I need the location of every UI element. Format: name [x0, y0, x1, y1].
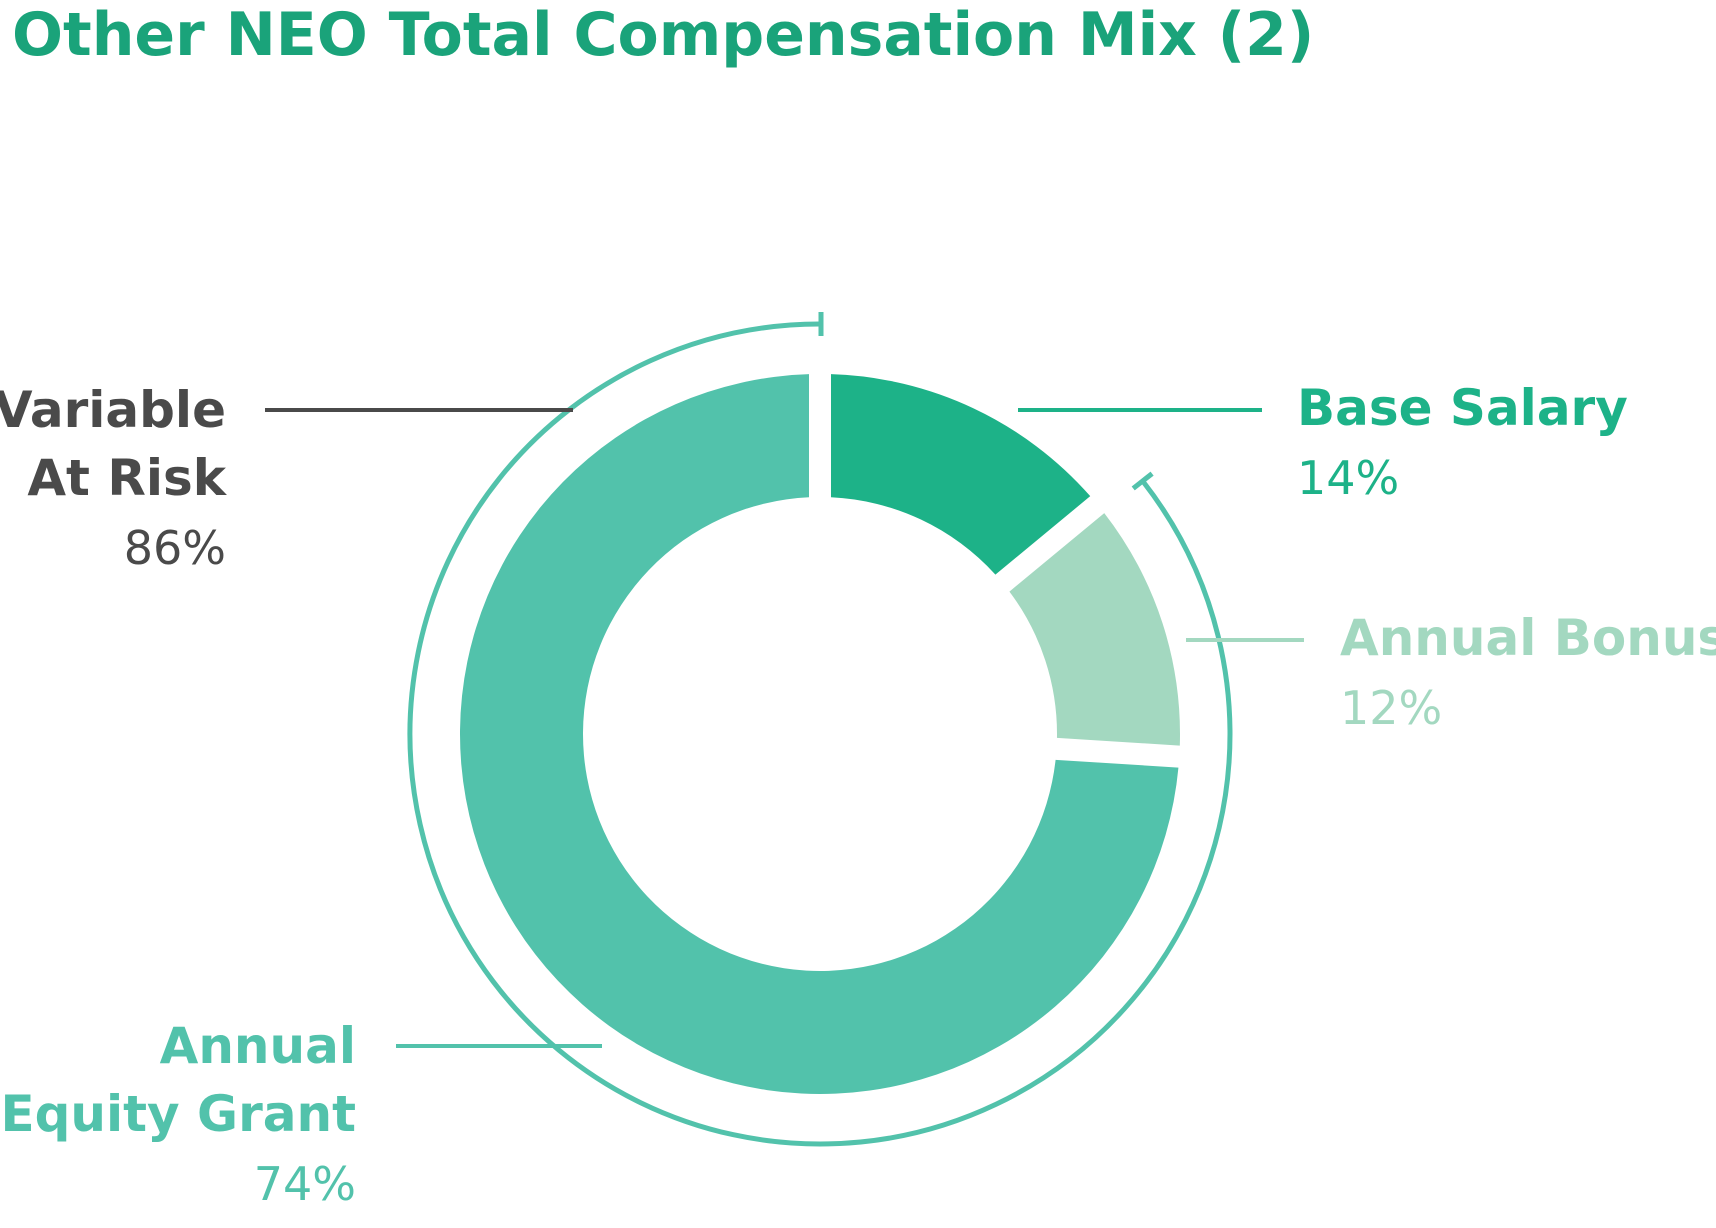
label-bonus-name: Annual Bonus — [1340, 609, 1716, 667]
chart-title: Other NEO Total Compensation Mix (2) — [12, 0, 1315, 70]
label-bonus-pct: 12% — [1340, 681, 1443, 735]
bracket-tick-bonus — [1131, 471, 1154, 491]
variable-at-risk-bracket — [407, 321, 1233, 1147]
slice-annual-equity-grant — [459, 374, 1179, 1094]
label-equity-line1: Annual — [159, 1017, 356, 1075]
label-equity-pct: 74% — [253, 1157, 356, 1211]
label-base-pct: 14% — [1297, 451, 1400, 505]
label-variable-line2: At Risk — [27, 449, 226, 507]
leader-base-salary — [1018, 408, 1262, 412]
leader-annual-equity-grant — [396, 1044, 602, 1048]
label-variable-at-risk: Variable At Risk 86% — [0, 376, 226, 584]
label-base-salary: Base Salary 14% — [1297, 374, 1628, 514]
label-variable-pct: 86% — [123, 521, 226, 575]
leader-variable-at-risk — [265, 408, 573, 412]
label-annual-equity-grant: Annual Equity Grant 74% — [0, 1012, 356, 1220]
label-base-name: Base Salary — [1297, 379, 1628, 437]
slice-base-salary — [830, 374, 1091, 575]
donut-slices — [459, 374, 1180, 1094]
leader-annual-bonus — [1186, 638, 1304, 642]
label-variable-line1: Variable — [0, 381, 226, 439]
label-equity-line2: Equity Grant — [0, 1085, 356, 1143]
slice-annual-bonus — [1009, 513, 1180, 746]
label-annual-bonus: Annual Bonus 12% — [1340, 604, 1716, 744]
